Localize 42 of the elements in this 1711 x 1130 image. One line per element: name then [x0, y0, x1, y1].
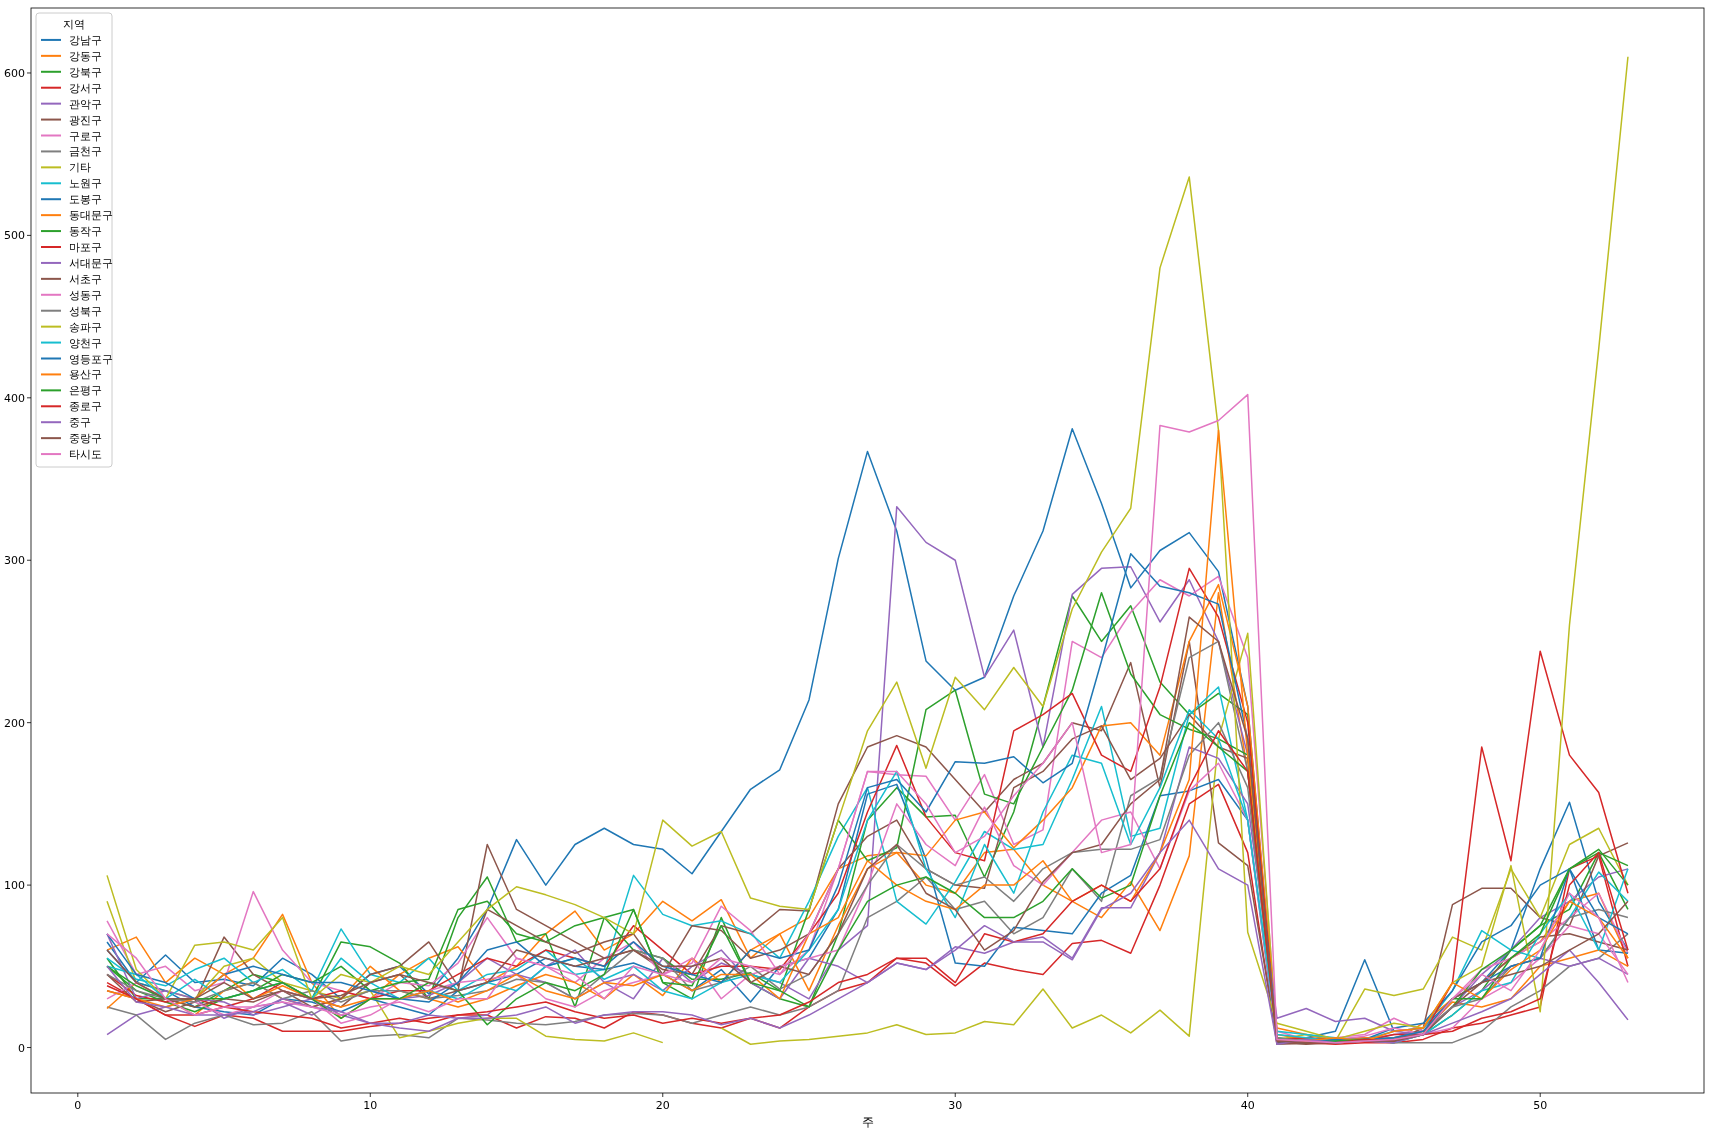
legend-label: 중구: [69, 416, 91, 430]
legend-label: 노원구: [69, 177, 102, 191]
legend-label: 성동구: [69, 288, 102, 302]
legend-label: 중랑구: [69, 432, 102, 446]
legend-label: 동대문구: [69, 209, 113, 223]
x-tick-label: 30: [948, 1099, 963, 1112]
legend-label: 송파구: [69, 320, 102, 334]
y-tick-label: 300: [4, 554, 25, 568]
y-tick-label: 600: [4, 66, 25, 80]
legend-label: 성북구: [69, 304, 102, 318]
legend-label: 광진구: [69, 113, 102, 127]
y-tick-label: 500: [4, 229, 25, 243]
legend-label: 마포구: [69, 241, 102, 254]
x-tick-label: 40: [1240, 1099, 1255, 1112]
legend-label: 서초구: [69, 272, 102, 286]
legend-label: 도봉구: [69, 193, 102, 207]
legend-label: 용산구: [69, 368, 102, 382]
legend-label: 영등포구: [69, 352, 113, 366]
y-tick-label: 400: [4, 391, 25, 405]
legend-label: 구로구: [69, 129, 102, 143]
x-tick-label: 20: [655, 1099, 670, 1112]
x-tick-label: 50: [1533, 1099, 1548, 1112]
legend-label: 강남구: [69, 33, 102, 47]
legend-label: 은평구: [69, 384, 102, 398]
legend-label: 종로구: [69, 400, 102, 414]
legend-label: 금천구: [69, 145, 102, 159]
legend-label: 강서구: [69, 81, 102, 95]
legend-label: 강북구: [69, 65, 102, 79]
x-axis-title: 주: [861, 1115, 874, 1129]
x-tick-label: 0: [74, 1099, 82, 1112]
y-tick-label: 200: [4, 716, 25, 730]
legend-label: 동작구: [69, 225, 102, 239]
x-tick-label: 10: [363, 1099, 378, 1112]
legend-label: 기타: [69, 161, 91, 175]
legend-title: 지역: [63, 18, 85, 31]
y-tick-label: 0: [18, 1041, 25, 1055]
y-tick-label: 100: [4, 879, 25, 893]
legend-label: 타시도: [69, 448, 102, 462]
legend-label: 강동구: [69, 49, 102, 63]
legend-label: 서대문구: [69, 256, 113, 270]
legend-label: 양천구: [69, 336, 102, 350]
legend-label: 관악구: [69, 97, 102, 111]
